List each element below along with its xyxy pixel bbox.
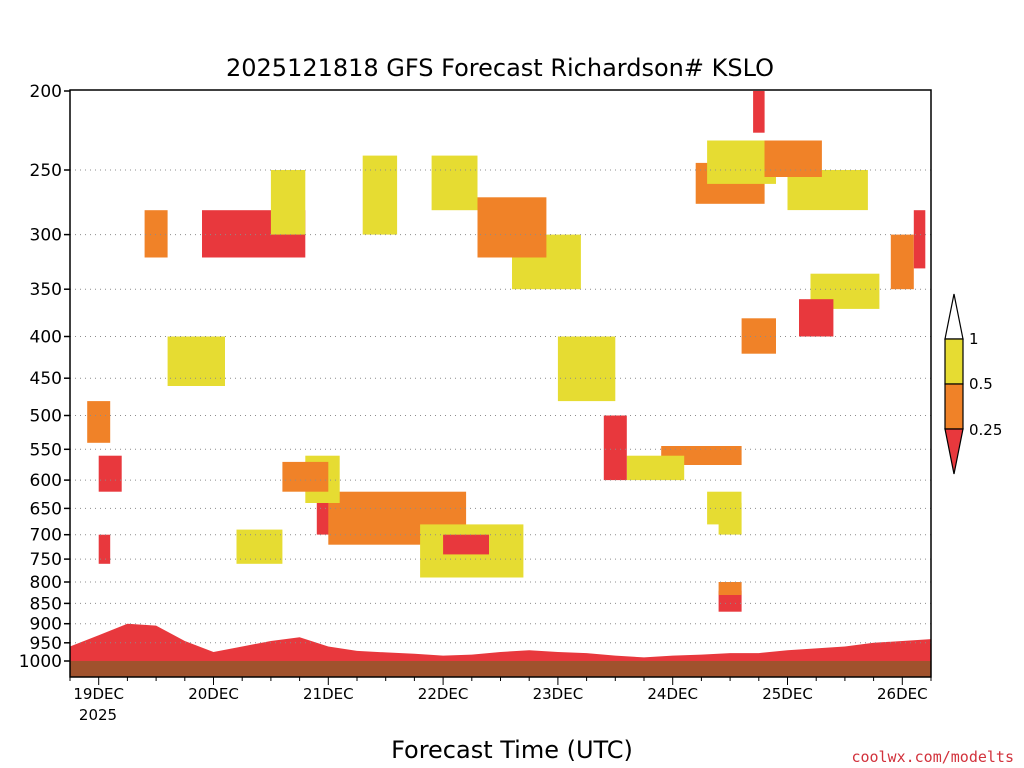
y-tick-label: 950: [30, 634, 62, 654]
heatmap-cell: [270, 170, 306, 235]
heatmap-cell: [431, 155, 478, 211]
heatmap-cell: [443, 534, 489, 555]
y-tick-label: 250: [30, 161, 62, 181]
y-tick-label: 300: [30, 226, 62, 246]
x-tick-label: 21DEC: [303, 685, 354, 703]
legend-label: 0.25: [969, 421, 1002, 439]
heatmap-cell: [282, 461, 329, 492]
heatmap-cell: [362, 155, 398, 235]
heatmap-cell: [764, 140, 822, 177]
y-axis: 200 250 300 350 400 450 500 550 600 650 700 750 8008…: [19, 82, 70, 672]
y-tick-label: 500: [30, 407, 62, 427]
ground-layer: [70, 661, 931, 677]
heatmap-cell: [718, 502, 742, 535]
heatmap-cell: [98, 534, 111, 564]
heatmap-cell: [799, 299, 834, 337]
surface-layer: [70, 623, 931, 677]
x-tick-label: 24DEC: [647, 685, 698, 703]
x-tick-label: 23DEC: [533, 685, 584, 703]
heatmap-cell: [98, 455, 122, 492]
y-tick-label: 750: [30, 550, 62, 570]
heatmap-cell: [477, 197, 547, 258]
heatmap-cell: [718, 582, 742, 595]
heatmap-cell: [626, 455, 685, 481]
y-tick-label: 900: [30, 615, 62, 635]
legend-label: 0.5: [969, 375, 993, 393]
legend: 1 0.5 0.25: [944, 293, 1002, 475]
x-tick-label: 20DEC: [188, 685, 239, 703]
y-tick-label: 450: [30, 369, 62, 389]
x-tick-label: 26DEC: [877, 685, 928, 703]
heatmap-cell: [913, 210, 926, 269]
x-axis-label: Forecast Time (UTC): [391, 736, 633, 764]
heatmap-cell: [753, 91, 765, 133]
surface-low-ri-layer: [70, 623, 931, 661]
heatmap-cell: [718, 590, 742, 612]
y-tick-label: 400: [30, 328, 62, 348]
y-tick-label: 350: [30, 280, 62, 300]
legend-label: 1: [969, 330, 979, 348]
x-axis-year: 2025: [79, 706, 117, 724]
heatmap-cell: [557, 336, 616, 402]
y-tick-label: 650: [30, 499, 62, 519]
y-tick-label: 1000: [19, 652, 62, 672]
gridlines: [70, 169, 931, 644]
y-tick-label: 550: [30, 440, 62, 460]
heatmap-cell: [236, 529, 283, 564]
credit-text: coolwx.com/modelts: [851, 748, 1014, 766]
x-tick-label: 19DEC: [73, 685, 124, 703]
legend-swatch-0.25-0.5: [944, 383, 964, 430]
y-tick-label: 850: [30, 594, 62, 614]
heatmap-cell: [167, 336, 225, 386]
x-tick-label: 25DEC: [762, 685, 813, 703]
y-tick-label: 200: [30, 82, 62, 102]
x-tick-label: 22DEC: [418, 685, 469, 703]
heatmap-cell: [890, 234, 914, 290]
y-tick-label: 800: [30, 573, 62, 593]
x-axis: 19DEC 20DEC 21DEC 22DEC 23DEC 24DEC 25DEC 26DEC: [69, 677, 932, 703]
legend-swatch-above-1: [944, 293, 964, 340]
heatmap-cell: [87, 401, 111, 443]
legend-swatch-0.5-1: [944, 338, 964, 385]
chart-title: 2025121818 GFS Forecast Richardson# KSLO: [226, 54, 774, 82]
heatmap-cell: [144, 210, 168, 258]
heatmap-cells: [87, 91, 926, 661]
y-tick-label: 700: [30, 526, 62, 546]
legend-swatch-below-0.25: [944, 428, 964, 475]
y-tick-label: 600: [30, 471, 62, 491]
heatmap-cell: [603, 415, 627, 481]
